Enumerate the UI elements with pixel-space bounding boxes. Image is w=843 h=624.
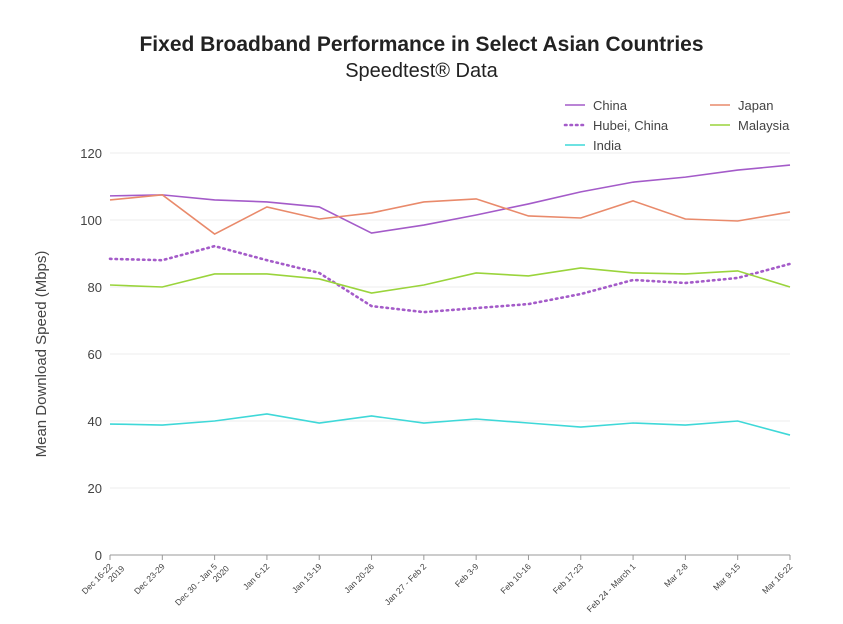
x-tick-label: Feb 24 - March 1 <box>585 561 638 614</box>
x-tick-label: Feb 10-16 <box>498 561 533 596</box>
legend-label: Japan <box>738 98 773 113</box>
y-tick-label: 80 <box>88 280 102 295</box>
x-tick-label: Jan 6-12 <box>241 561 272 592</box>
y-tick-label: 0 <box>95 548 102 563</box>
legend-label: Hubei, China <box>593 118 669 133</box>
series-line-india <box>109 413 791 436</box>
x-tick-label: Mar 16-22 <box>760 561 795 596</box>
series-line-malaysia <box>109 267 791 294</box>
chart-subtitle: Speedtest® Data <box>345 60 498 82</box>
x-tick-label: Mar 2-8 <box>662 561 690 589</box>
x-tick-label: Jan 20-26 <box>342 561 376 595</box>
x-tick-label: Mar 9-15 <box>711 561 742 592</box>
x-tick-label: Dec 30 - Jan 52020 <box>173 556 231 614</box>
y-tick-label: 100 <box>80 213 102 228</box>
x-tick-label: Jan 13-19 <box>290 561 324 595</box>
x-tick-label: Feb 17-23 <box>551 561 586 596</box>
x-tick-label: Dec 23-29 <box>132 561 167 596</box>
chart-title: Fixed Broadband Performance in Select As… <box>139 33 704 56</box>
y-tick-label: 120 <box>80 146 102 161</box>
series-line-japan <box>109 194 791 236</box>
legend-label: India <box>593 138 622 153</box>
series-line-hubei-china <box>108 244 792 314</box>
y-tick-label: 60 <box>88 347 102 362</box>
x-tick-label: Feb 3-9 <box>453 561 481 589</box>
series-line-china <box>109 164 791 234</box>
legend-label: China <box>593 98 628 113</box>
y-tick-label: 40 <box>88 414 102 429</box>
y-axis-label: Mean Download Speed (Mbps) <box>33 251 50 458</box>
x-tick-label: Jan 27 - Feb 2 <box>382 561 428 607</box>
legend-label: Malaysia <box>738 118 790 133</box>
y-tick-label: 20 <box>88 481 102 496</box>
x-tick-label: Dec 16-222019 <box>80 556 127 603</box>
